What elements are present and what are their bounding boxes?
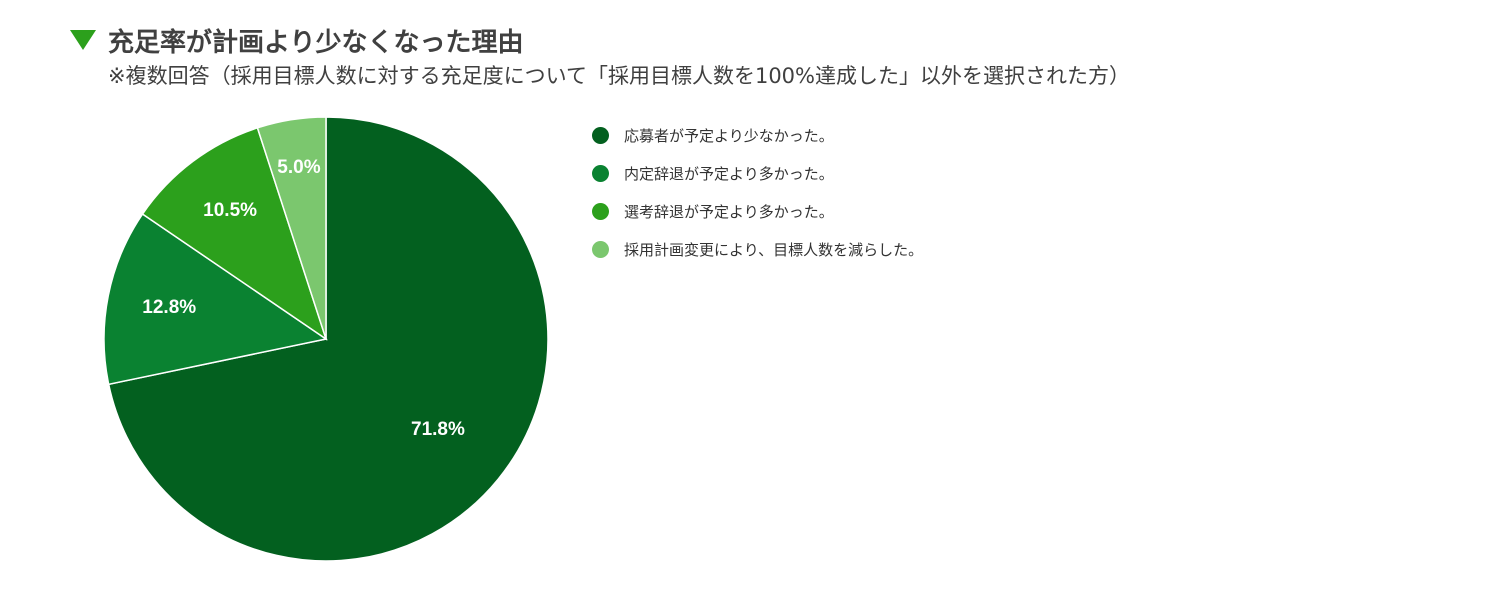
pie-slice-4 xyxy=(256,116,327,340)
pie-data-label-3: 10.5% xyxy=(203,200,257,221)
pie-slices xyxy=(103,116,549,562)
legend-label: 応募者が予定より少なかった。 xyxy=(624,126,834,145)
legend-label: 選考辞退が予定より多かった。 xyxy=(624,202,834,221)
pie-data-label-1: 71.8% xyxy=(411,419,465,440)
chart-subtitle: ※複数回答（採用目標人数に対する充足度について「採用目標人数を100%達成した」… xyxy=(108,64,1130,88)
legend-swatch-icon xyxy=(592,126,609,144)
legend-item: 内定辞退が予定より多かった。 xyxy=(592,154,923,192)
pie-data-labels: 71.8% 12.8% 10.5% 5.0% xyxy=(142,157,465,440)
chart-title: 充足率が計画より少なくなった理由 xyxy=(108,28,524,58)
legend-item: 選考辞退が予定より多かった。 xyxy=(592,192,923,230)
legend-swatch-icon xyxy=(592,202,609,220)
legend-item: 採用計画変更により、目標人数を減らした。 xyxy=(592,230,923,268)
pie-data-label-2: 12.8% xyxy=(142,297,196,318)
legend-swatch-icon xyxy=(592,240,609,258)
legend-item: 応募者が予定より少なかった。 xyxy=(592,116,923,154)
header-triangle-icon xyxy=(70,30,96,50)
legend-label: 採用計画変更により、目標人数を減らした。 xyxy=(624,240,924,259)
pie-slice-1 xyxy=(107,116,549,562)
legend-swatch-icon xyxy=(592,164,609,182)
chart-legend: 応募者が予定より少なかった。 内定辞退が予定より多かった。 選考辞退が予定より多かっ… xyxy=(592,116,923,268)
pie-slice-2 xyxy=(103,212,328,386)
legend-label: 内定辞退が予定より多かった。 xyxy=(624,164,834,183)
pie-slice-3 xyxy=(141,126,328,341)
pie-data-label-4: 5.0% xyxy=(277,157,320,178)
